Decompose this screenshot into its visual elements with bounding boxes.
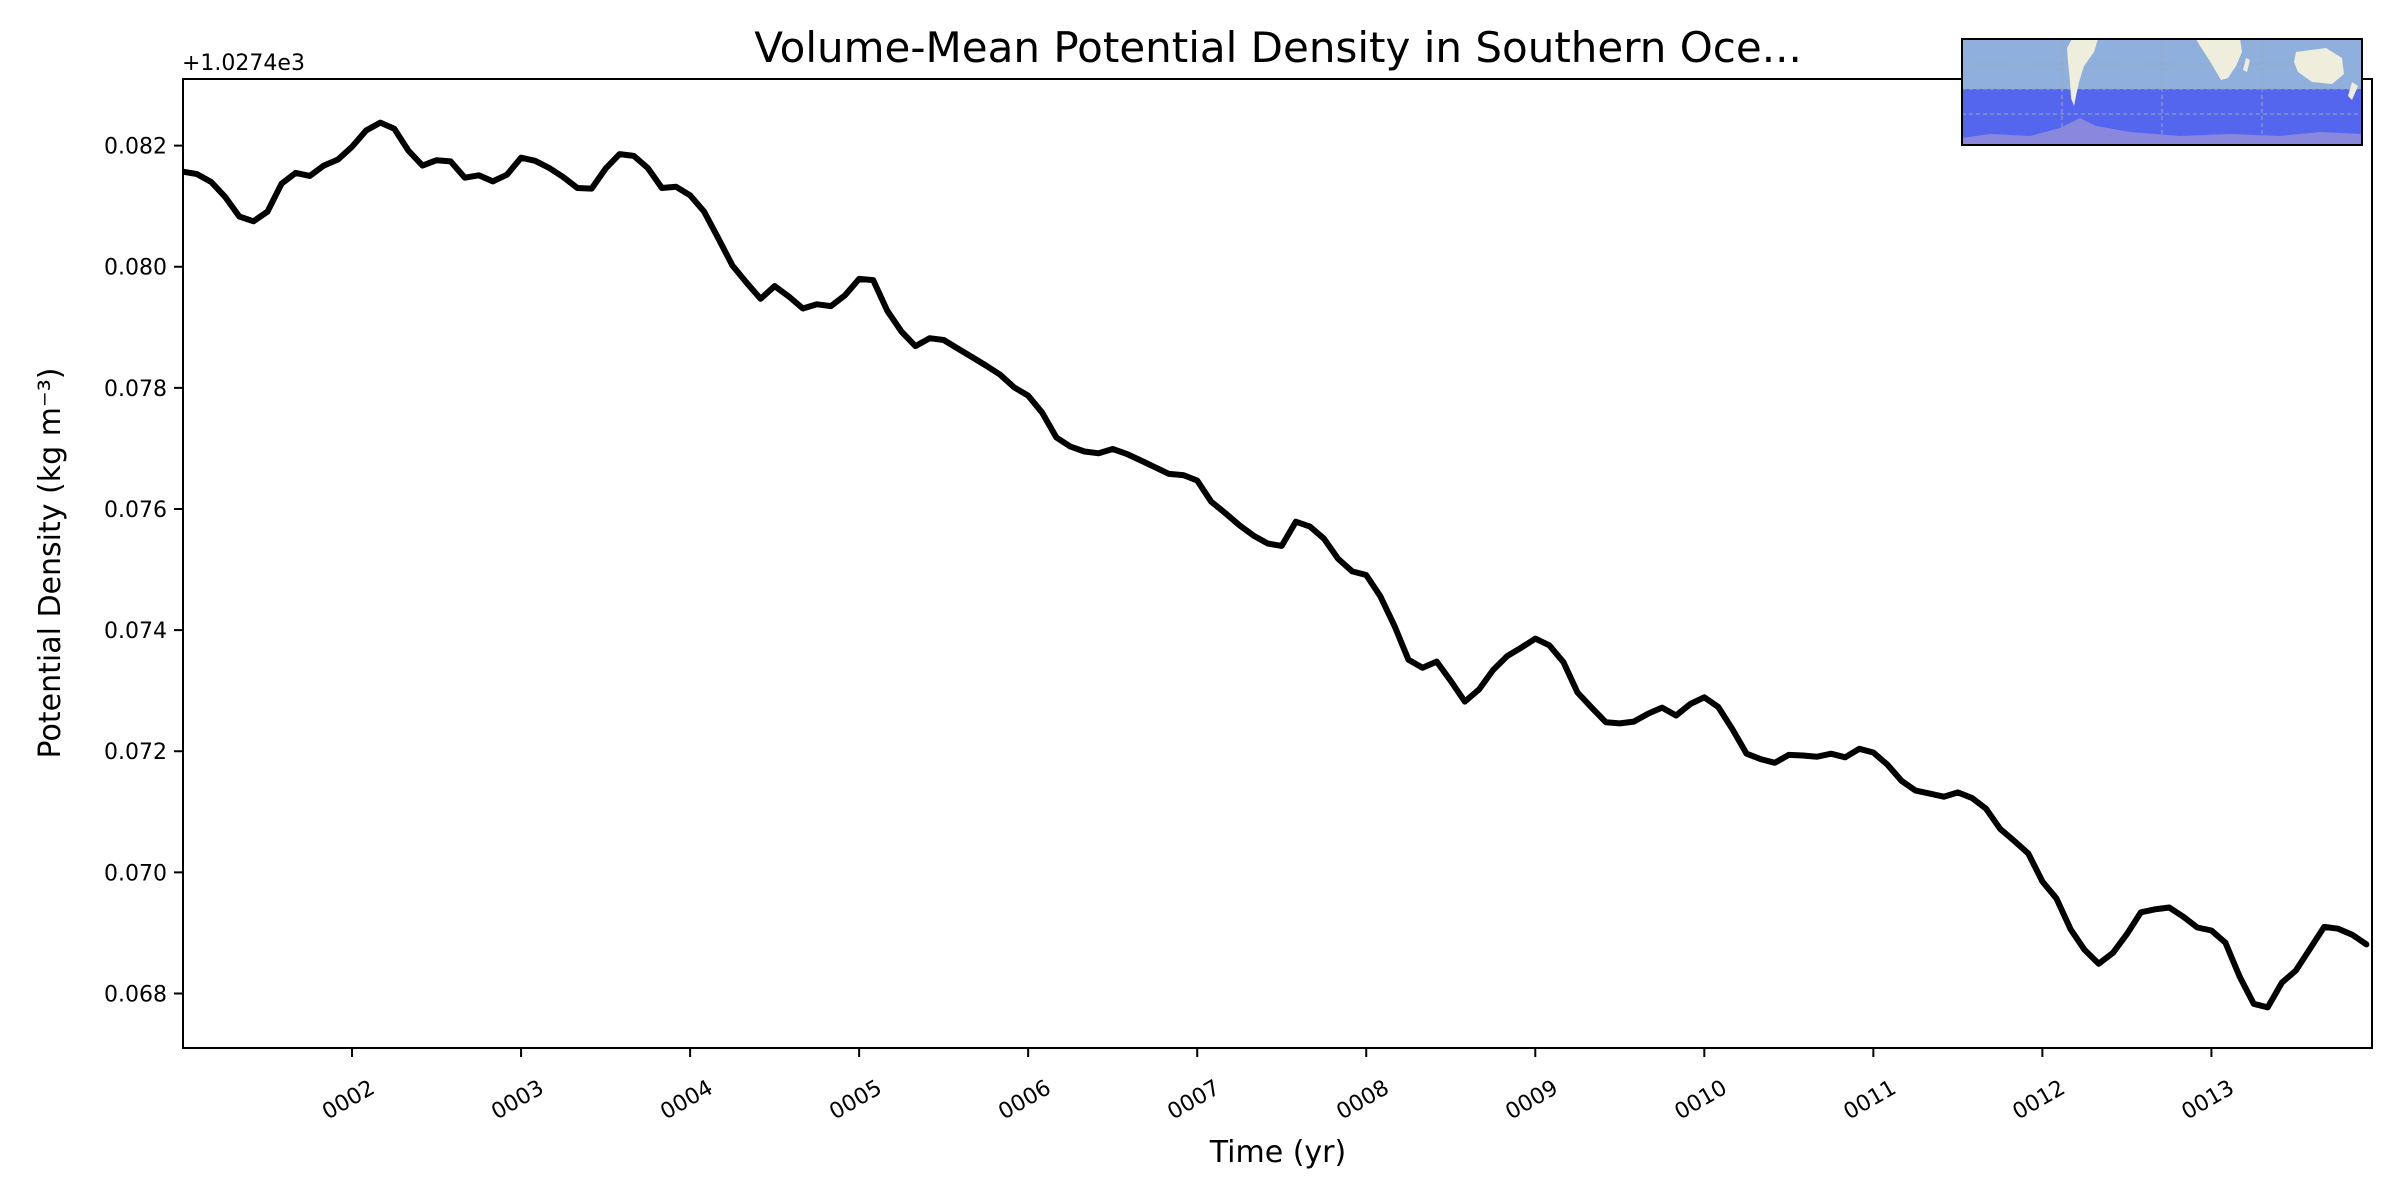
y-tick-label: 0.080 bbox=[104, 256, 167, 281]
inset-land-australia bbox=[2294, 48, 2344, 84]
y-tick-label: 0.072 bbox=[104, 740, 167, 765]
inset-grid bbox=[1962, 39, 2362, 145]
inset-land-south-america bbox=[2067, 39, 2098, 106]
chart-title: Volume-Mean Potential Density in Souther… bbox=[754, 23, 1802, 72]
y-axis-offset-label: +1.0274e3 bbox=[182, 51, 305, 76]
inset-land-africa bbox=[2196, 39, 2242, 80]
y-tick-label: 0.082 bbox=[104, 135, 167, 160]
inset-land-new-zealand bbox=[2348, 82, 2358, 100]
y-tick-label: 0.078 bbox=[104, 377, 167, 402]
y-axis-label: Potential Density (kg m⁻³) bbox=[33, 368, 68, 759]
y-tick-label: 0.070 bbox=[104, 861, 167, 886]
inset-land-madagascar bbox=[2243, 58, 2250, 72]
y-axis-ticks: 0.068 0.070 0.072 0.074 0.076 0.078 0.080 0.082 bbox=[104, 135, 183, 1007]
region-inset-map bbox=[1961, 38, 2363, 146]
x-axis-label: Time (yr) bbox=[1209, 1135, 1346, 1170]
inset-frame bbox=[1961, 38, 2363, 146]
plot-frame bbox=[182, 78, 2373, 1049]
y-tick-label: 0.076 bbox=[104, 498, 167, 523]
series-line bbox=[183, 119, 2370, 1011]
y-tick-label: 0.074 bbox=[104, 619, 167, 644]
y-tick-label: 0.068 bbox=[104, 982, 167, 1007]
inset-land-antarctica bbox=[1962, 118, 2362, 145]
